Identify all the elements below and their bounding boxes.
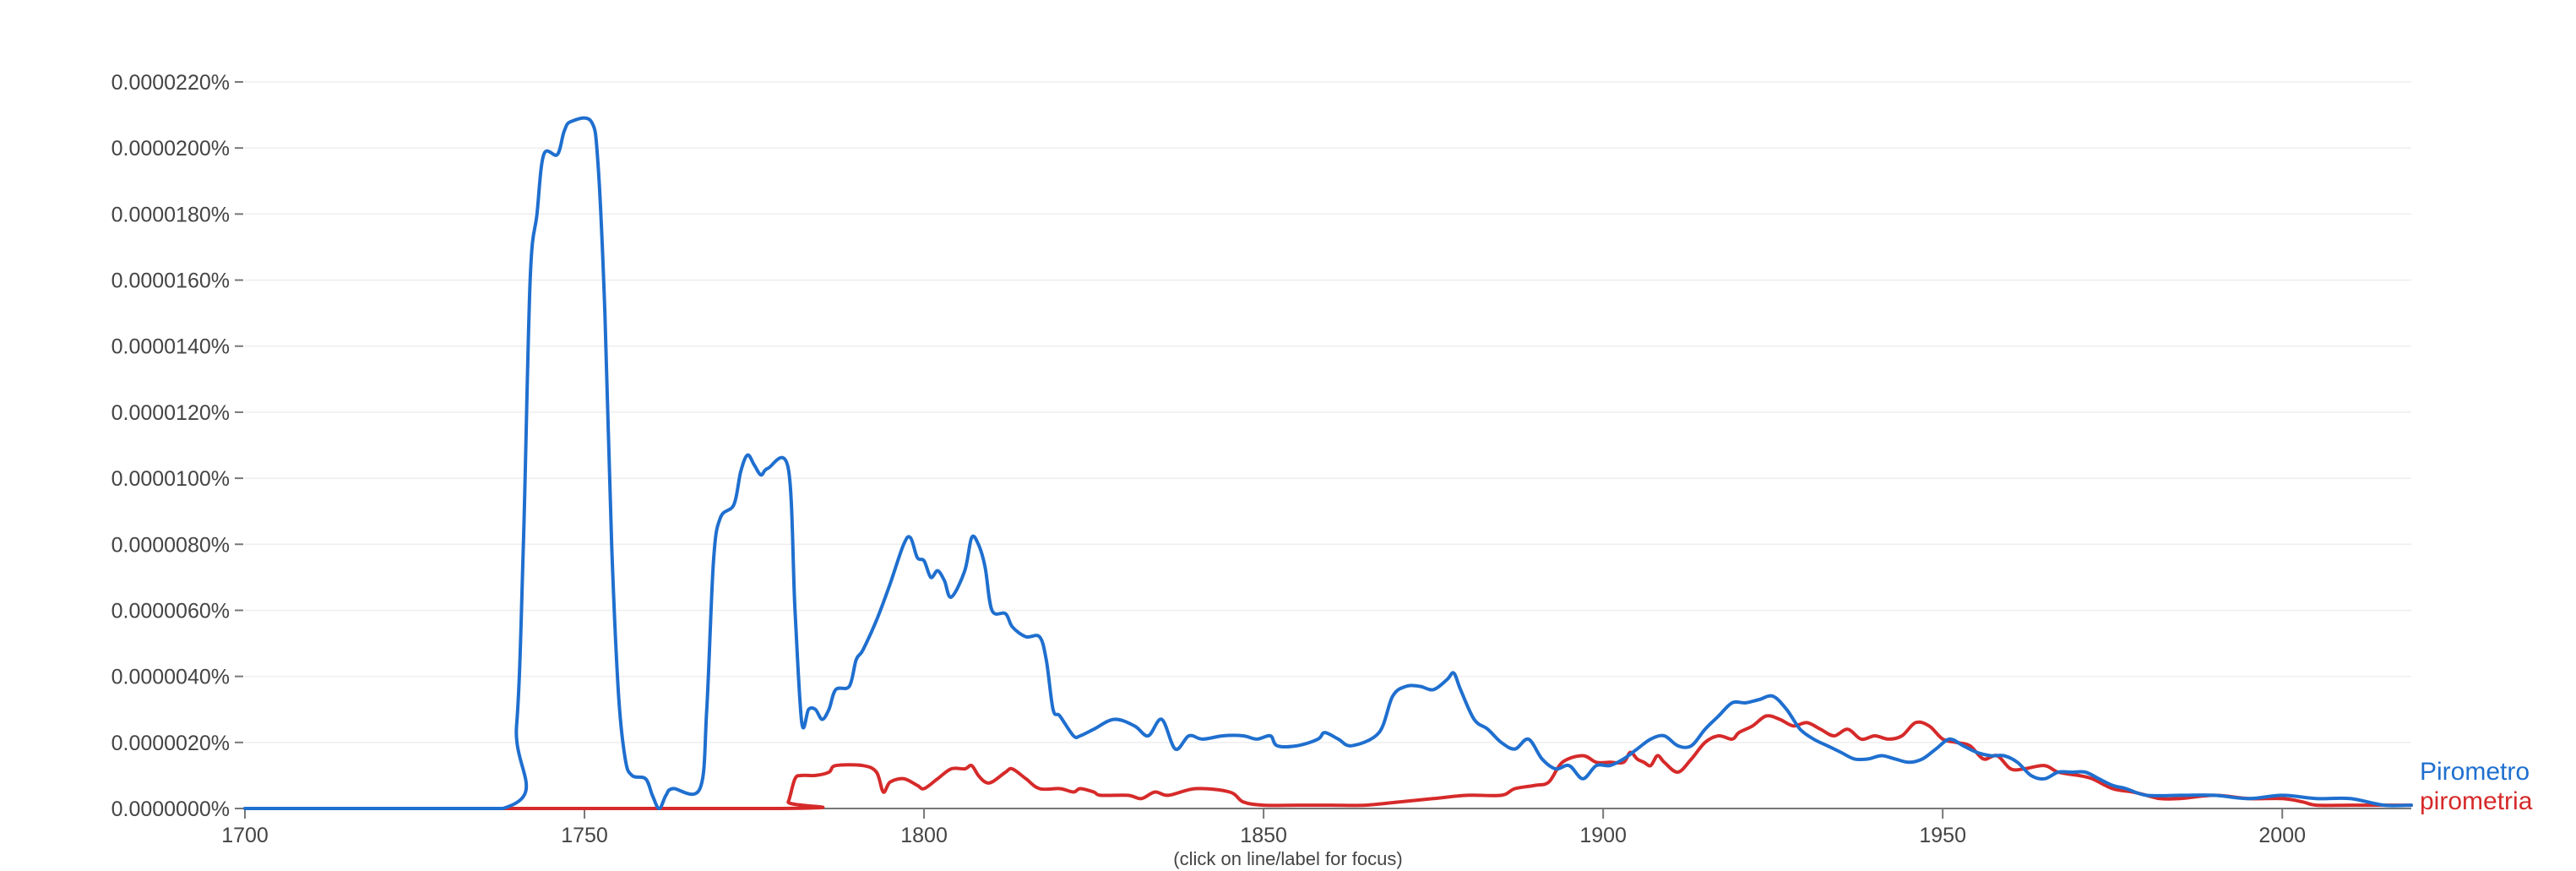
series-line-pirometro[interactable] xyxy=(243,116,2413,811)
x-tick-label: 1950 xyxy=(1919,824,1966,847)
x-tick-label: 2000 xyxy=(2258,824,2306,847)
y-tick-label: 0.0000100% xyxy=(111,467,230,491)
x-tick-label: 1700 xyxy=(221,824,269,847)
y-tick-label: 0.0000140% xyxy=(111,335,230,359)
y-tick-label: 0.0000020% xyxy=(111,732,230,755)
series-label-pirometria[interactable]: pirometria xyxy=(2420,787,2533,815)
y-tick-label: 0.0000000% xyxy=(111,798,230,821)
x-tick-label: 1900 xyxy=(1579,824,1627,847)
series-line-pirometria[interactable] xyxy=(243,714,2413,811)
y-tick-label: 0.0000080% xyxy=(111,533,230,557)
y-tick-label: 0.0000180% xyxy=(111,203,230,226)
y-tick-label: 0.0000040% xyxy=(111,666,230,689)
y-tick-label: 0.0000160% xyxy=(111,269,230,293)
x-tick-label: 1750 xyxy=(561,824,608,847)
axes: 0.0000000% 0.0000020% 0.0000040% 0.0000060%… xyxy=(111,71,2411,847)
y-tick-label: 0.0000120% xyxy=(111,401,230,425)
series-label-pirometro[interactable]: Pirometro xyxy=(2420,758,2530,786)
y-tick-label: 0.0000200% xyxy=(111,137,230,161)
x-tick-label: 1800 xyxy=(900,824,948,847)
grid-lines xyxy=(245,81,2411,743)
series-lines[interactable] xyxy=(243,116,2413,811)
x-tick-label: 1850 xyxy=(1240,824,1287,847)
y-tick-label: 0.0000220% xyxy=(111,71,230,95)
footer-note: (click on line/label for focus) xyxy=(1173,848,1403,869)
y-tick-label: 0.0000060% xyxy=(111,599,230,623)
